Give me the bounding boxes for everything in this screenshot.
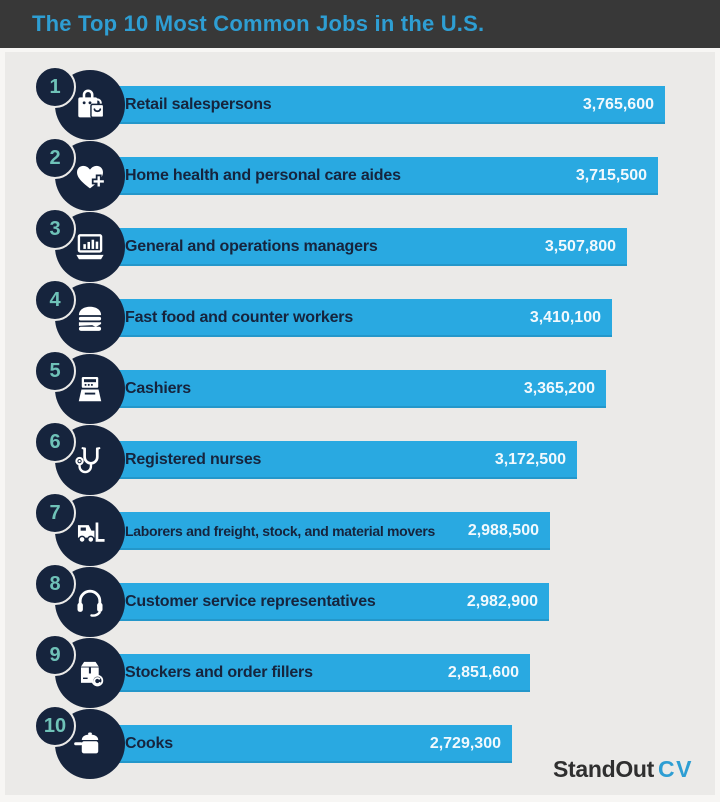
- brand-standout-text: StandOut: [552, 756, 655, 782]
- cash-register-icon: [71, 370, 109, 408]
- rank-badge: 5: [34, 350, 76, 392]
- bar: Customer service representatives 2,982,9…: [108, 583, 549, 621]
- bar-row-2: Home health and personal care aides 3,71…: [5, 137, 715, 212]
- icon-circle: [55, 141, 125, 211]
- bar: Retail salespersons 3,765,600: [108, 86, 665, 124]
- chart-area: Retail salespersons 3,765,600 1 Home hea…: [5, 52, 715, 795]
- rank-number: 5: [49, 359, 61, 382]
- brand-cv-text: CV: [658, 756, 693, 782]
- rank-number: 2: [49, 146, 61, 169]
- job-value: 3,410,100: [529, 309, 601, 326]
- bar: Registered nurses 3,172,500: [108, 441, 577, 479]
- job-value: 3,507,800: [544, 238, 616, 255]
- bar: Stockers and order fillers 2,851,600: [108, 654, 530, 692]
- rank-number: 1: [49, 75, 61, 98]
- job-value: 2,982,900: [466, 593, 538, 610]
- job-value: 2,729,300: [429, 735, 501, 752]
- icon-circle: [55, 638, 125, 708]
- icon-circle: [55, 70, 125, 140]
- cooking-pot-icon: [71, 725, 109, 763]
- bar: Fast food and counter workers 3,410,100: [108, 299, 612, 337]
- header-bar: The Top 10 Most Common Jobs in the U.S.: [0, 0, 720, 48]
- bar: Laborers and freight, stock, and materia…: [108, 512, 550, 550]
- job-label: Retail salespersons: [125, 96, 272, 113]
- job-value: 3,172,500: [494, 451, 566, 468]
- job-value: 3,765,600: [582, 96, 654, 113]
- bar: General and operations managers 3,507,80…: [108, 228, 627, 266]
- bar-row-5: Cashiers 3,365,200 5: [5, 350, 715, 425]
- rank-number: 3: [49, 217, 61, 240]
- laptop-chart-icon: [71, 228, 109, 266]
- icon-circle: [55, 567, 125, 637]
- job-label: Home health and personal care aides: [125, 167, 401, 184]
- headset-icon: [71, 583, 109, 621]
- bar: Cashiers 3,365,200: [108, 370, 606, 408]
- rank-badge: 6: [34, 421, 76, 463]
- bar-row-8: Customer service representatives 2,982,9…: [5, 563, 715, 638]
- job-label: General and operations managers: [125, 238, 378, 255]
- job-label: Stockers and order fillers: [125, 664, 313, 681]
- job-label: Cashiers: [125, 380, 191, 397]
- shopping-bags-icon: [71, 86, 109, 124]
- job-value: 2,988,500: [467, 522, 539, 539]
- rank-number: 6: [49, 430, 61, 453]
- job-value: 3,365,200: [523, 380, 595, 397]
- bar-rows: Retail salespersons 3,765,600 1 Home hea…: [5, 66, 715, 780]
- rank-badge: 10: [34, 705, 76, 747]
- heart-plus-icon: [71, 157, 109, 195]
- job-label: Customer service representatives: [125, 593, 376, 610]
- rank-badge: 2: [34, 137, 76, 179]
- bar-row-10: Cooks 2,729,300 10: [5, 705, 715, 780]
- rank-badge: 9: [34, 634, 76, 676]
- bar-row-1: Retail salespersons 3,765,600 1: [5, 66, 715, 141]
- job-label: Laborers and freight, stock, and materia…: [125, 523, 436, 539]
- rank-badge: 8: [34, 563, 76, 605]
- brand-logo: StandOut CV: [553, 756, 693, 783]
- forklift-icon: [71, 512, 109, 550]
- page-title: The Top 10 Most Common Jobs in the U.S.: [32, 11, 485, 36]
- stethoscope-icon: [71, 441, 109, 479]
- bar-row-4: Fast food and counter workers 3,410,100 …: [5, 279, 715, 354]
- bar: Cooks 2,729,300: [108, 725, 512, 763]
- job-value: 3,715,500: [575, 167, 647, 184]
- rank-number: 9: [49, 643, 61, 666]
- package-restock-icon: [71, 654, 109, 692]
- job-label: Registered nurses: [125, 451, 262, 468]
- rank-badge: 4: [34, 279, 76, 321]
- rank-number: 10: [43, 714, 67, 737]
- bar-row-7: Laborers and freight, stock, and materia…: [5, 492, 715, 567]
- burger-icon: [71, 299, 109, 337]
- bar: Home health and personal care aides 3,71…: [108, 157, 658, 195]
- rank-number: 7: [49, 501, 61, 524]
- bar-row-3: General and operations managers 3,507,80…: [5, 208, 715, 283]
- bar-row-9: Stockers and order fillers 2,851,600 9: [5, 634, 715, 709]
- rank-badge: 1: [34, 66, 76, 108]
- bar-row-6: Registered nurses 3,172,500 6: [5, 421, 715, 496]
- rank-badge: 7: [34, 492, 76, 534]
- job-value: 2,851,600: [447, 664, 519, 681]
- rank-badge: 3: [34, 208, 76, 250]
- job-label: Fast food and counter workers: [125, 309, 354, 326]
- rank-number: 4: [49, 288, 61, 311]
- job-label: Cooks: [125, 735, 173, 752]
- rank-number: 8: [49, 572, 61, 595]
